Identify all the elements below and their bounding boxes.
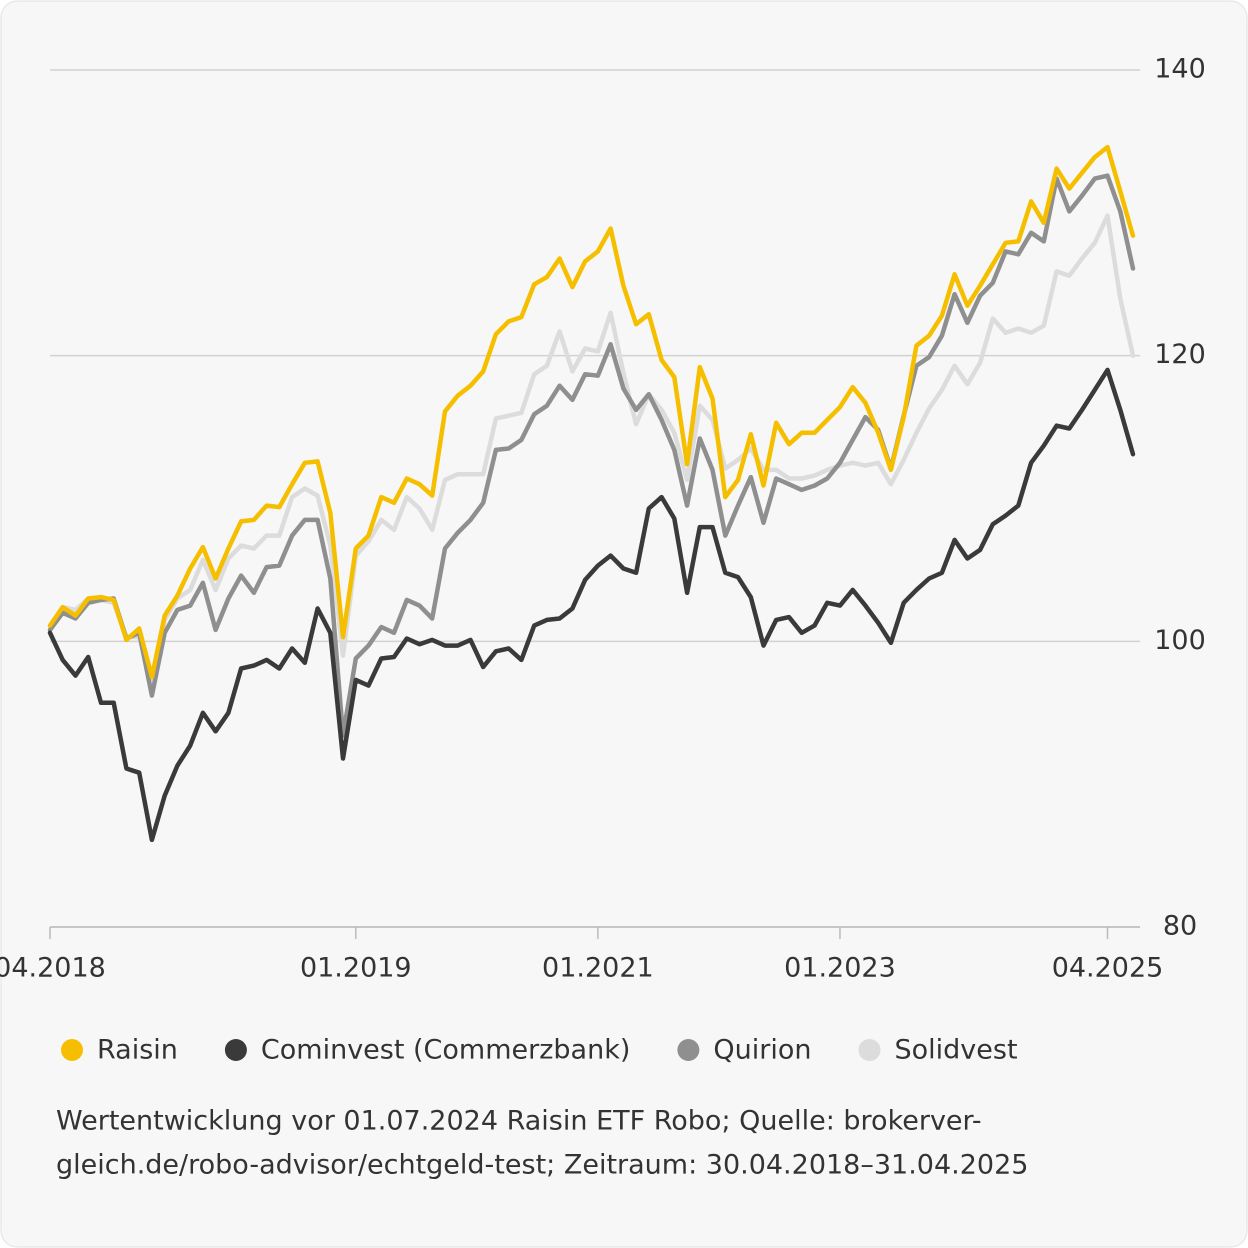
series-line <box>47 367 1136 843</box>
legend: Raisin Cominvest (Commerzbank) Quirion Soli… <box>61 1035 1018 1066</box>
legend-label: Raisin <box>97 1035 178 1066</box>
legend-marker <box>677 1039 700 1061</box>
x-tick-label: 01.2019 <box>300 953 412 984</box>
legend-label: Cominvest (Commerzbank) <box>261 1035 630 1066</box>
x-tick-label: 04.2025 <box>1052 953 1164 984</box>
x-tick-label: 01.2021 <box>542 953 654 984</box>
footnote: Wertentwicklung vor 01.07.2024 Raisin ET… <box>56 1106 982 1137</box>
y-tick-label: 100 <box>1154 625 1206 656</box>
legend-marker <box>224 1039 247 1061</box>
plot-area: 80 100 120 140 04.2018 01.2019 01.2021 01.2023 0… <box>0 54 1206 984</box>
x-tick-label: 01.2023 <box>784 953 896 984</box>
legend-marker <box>61 1039 83 1061</box>
legend-marker <box>858 1039 881 1061</box>
y-tick-label: 80 <box>1163 911 1197 942</box>
series-line <box>47 144 1136 680</box>
y-tick-label: 120 <box>1154 339 1206 370</box>
x-tick-label: 04.2018 <box>0 953 106 984</box>
legend-label: Quirion <box>713 1035 811 1066</box>
legend-label: Solidvest <box>895 1035 1018 1066</box>
footnote: gleich.de/robo-advisor/echtgeld-test; Ze… <box>56 1150 1028 1181</box>
series-line <box>47 173 1136 738</box>
series-line <box>47 213 1136 686</box>
y-tick-label: 140 <box>1154 54 1206 85</box>
